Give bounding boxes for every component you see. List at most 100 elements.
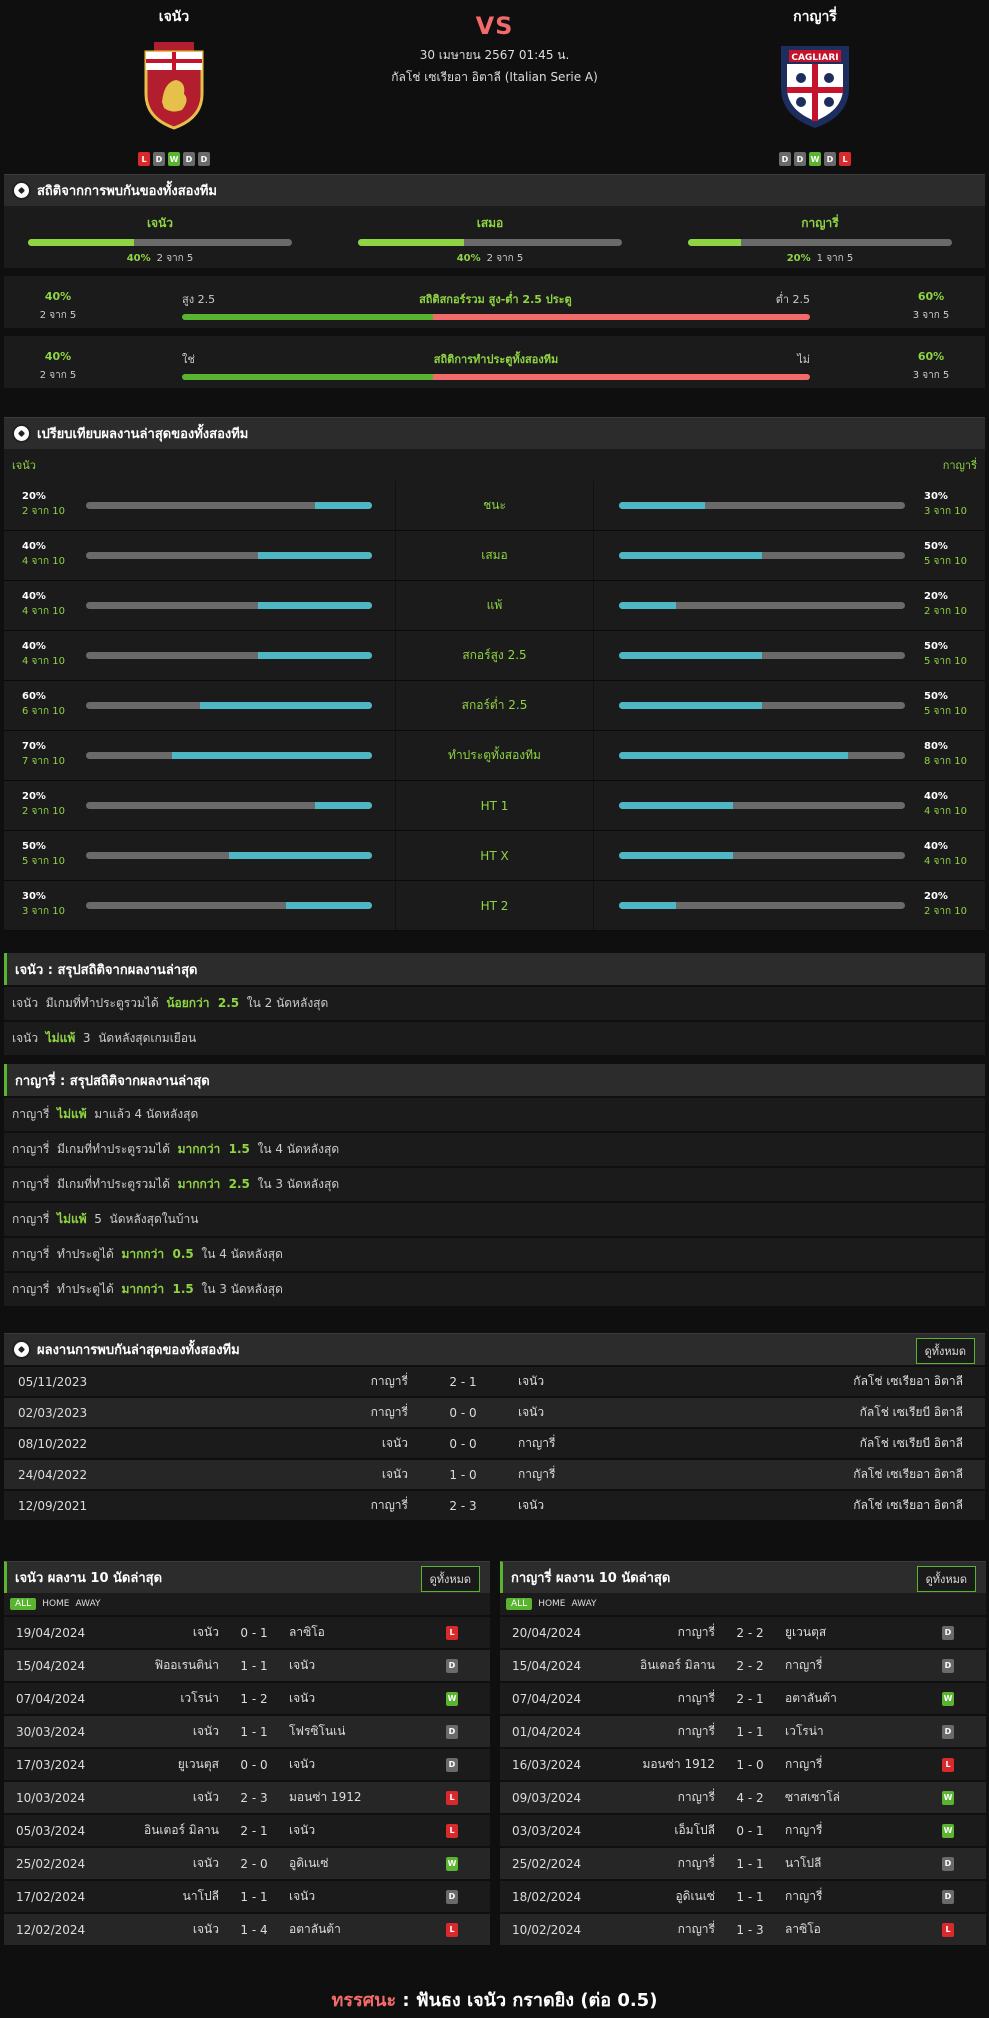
result-badge: W: [446, 1856, 458, 1871]
match-row[interactable]: 10/03/2024 เจนัว 2 - 3 มอนซ่า 1912 L: [4, 1780, 490, 1813]
match-home: เอ็มโปลี: [674, 1823, 715, 1837]
match-row[interactable]: 25/02/2024 เจนัว 2 - 0 อูดิเนเซ่ W: [4, 1846, 490, 1879]
match-away: ยูเวนตุส: [785, 1625, 827, 1639]
meeting-score: 2 - 3: [449, 1498, 477, 1513]
match-result: D: [437, 1889, 467, 1904]
compare-away-value: 50% 5 จาก 10: [924, 691, 967, 719]
meetings-view-all-button[interactable]: ดูทั้งหมด: [915, 1338, 975, 1364]
btts-right-pct: 60%: [917, 350, 945, 363]
match-row[interactable]: 10/02/2024 กาญารี่ 1 - 3 ลาซิโอ L: [500, 1912, 986, 1945]
away-last10-view-all-button[interactable]: ดูทั้งหมด: [916, 1566, 976, 1592]
meeting-row[interactable]: 12/09/2021 กาญารี่ 2 - 3 เจนัว กัลโช่ เซเรีย…: [4, 1489, 985, 1520]
meeting-row[interactable]: 02/03/2023 กาญารี่ 0 - 0 เจนัว กัลโช่ เซเรีย…: [4, 1396, 985, 1427]
match-score: 2 - 0: [240, 1856, 268, 1871]
summary-suffix: ใน 4 นัดหลังสุด: [249, 1142, 340, 1156]
match-row[interactable]: 12/02/2024 เจนัว 1 - 4 อตาลันต้า L: [4, 1912, 490, 1945]
compare-home-pct: 30%: [22, 891, 46, 902]
match-row[interactable]: 07/04/2024 เวโรน่า 1 - 2 เจนัว W: [4, 1681, 490, 1714]
match-score: 0 - 1: [240, 1625, 268, 1640]
match-date: 18/02/2024: [512, 1889, 582, 1904]
compare-away-pct: 20%: [924, 891, 948, 902]
match-away: อตาลันต้า: [289, 1922, 341, 1936]
match-away: เจนัว: [289, 1691, 316, 1705]
match-home: ยูเวนตุส: [177, 1757, 219, 1771]
meeting-row[interactable]: 24/04/2022 เจนัว 1 - 0 กาญารี่ กัลโช่ เซเรีย…: [4, 1458, 985, 1489]
match-row[interactable]: 07/04/2024 กาญารี่ 2 - 1 อตาลันต้า W: [500, 1681, 986, 1714]
away-team-name: กาญารี่: [793, 9, 837, 25]
filter-home[interactable]: HOME: [538, 1599, 566, 1609]
filter-all[interactable]: ALL: [10, 1598, 37, 1610]
meeting-home: กาญารี่: [370, 1374, 408, 1388]
summary-highlight: ไม่แพ้: [57, 1212, 87, 1226]
form-badge: D: [794, 152, 806, 166]
match-date: 12/02/2024: [16, 1922, 86, 1937]
summary-suffix: 5 นัดหลังสุดในบ้าน: [86, 1212, 199, 1226]
ou-left: 40% 2 จาก 5: [18, 290, 98, 323]
match-row[interactable]: 03/03/2024 เอ็มโปลี 0 - 1 กาญารี่ W: [500, 1813, 986, 1846]
match-row[interactable]: 30/03/2024 เจนัว 1 - 1 โฟรซิโนเน่ D: [4, 1714, 490, 1747]
match-row[interactable]: 15/04/2024 ฟิออเรนติน่า 1 - 1 เจนัว D: [4, 1648, 490, 1681]
verdict: ทรรศนะ : ฟันธง เจนัว กราดยิง (ต่อ 0.5): [0, 1985, 989, 2014]
compare-row: 40% 4 จาก 10 สกอร์สูง 2.5 50% 5 จาก 10: [4, 631, 985, 681]
match-row[interactable]: 20/04/2024 กาญารี่ 2 - 2 ยูเวนตุส D: [500, 1615, 986, 1648]
compare-home-value: 60% 6 จาก 10: [22, 691, 65, 719]
compare-home-side: 40% 4 จาก 10: [4, 631, 396, 680]
meeting-date: 08/10/2022: [18, 1436, 88, 1451]
away-last10-section: กาญารี่ ผลงาน 10 นัดล่าสุด ดูทั้งหมด ALL H…: [500, 1561, 986, 1945]
compare-away-bar: [618, 652, 905, 659]
match-row[interactable]: 19/04/2024 เจนัว 0 - 1 ลาซิโอ L: [4, 1615, 490, 1648]
result-badge: L: [446, 1823, 458, 1838]
compare-away-count: 3 จาก 10: [924, 506, 967, 517]
summary-prefix: เจนัว มีเกมที่ทำประตูรวมได้: [12, 996, 167, 1010]
summary-prefix: กาญารี่: [12, 1212, 58, 1226]
form-badge: D: [198, 152, 210, 166]
match-away: ลาซิโอ: [785, 1922, 821, 1936]
compare-home-count: 2 จาก 10: [22, 806, 65, 817]
match-row[interactable]: 16/03/2024 มอนซ่า 1912 1 - 0 กาญารี่ L: [500, 1747, 986, 1780]
match-score: 0 - 1: [736, 1823, 764, 1838]
match-row[interactable]: 15/04/2024 อินเตอร์ มิลาน 2 - 2 กาญารี่ D: [500, 1648, 986, 1681]
meeting-row[interactable]: 08/10/2022 เจนัว 0 - 0 กาญารี่ กัลโช่ เซเรีย…: [4, 1427, 985, 1458]
home-last10-view-all-button[interactable]: ดูทั้งหมด: [420, 1566, 480, 1592]
summary-suffix: มาแล้ว 4 นัดหลังสุด: [86, 1107, 199, 1121]
match-row[interactable]: 25/02/2024 กาญารี่ 1 - 1 นาโปลี D: [500, 1846, 986, 1879]
filter-home[interactable]: HOME: [42, 1599, 70, 1609]
form-badge: D: [153, 152, 165, 166]
match-row[interactable]: 05/03/2024 อินเตอร์ มิลาน 2 - 1 เจนัว L: [4, 1813, 490, 1846]
match-row[interactable]: 17/03/2024 ยูเวนตุส 0 - 0 เจนัว D: [4, 1747, 490, 1780]
meetings-rows: 05/11/2023 กาญารี่ 2 - 1 เจนัว กัลโช่ เซเรีย…: [4, 1365, 985, 1520]
match-score: 2 - 2: [736, 1625, 764, 1640]
match-home: กาญารี่: [677, 1922, 715, 1936]
h2h-col-count-text: 2 จาก 5: [486, 253, 524, 264]
home-summary-section: เจนัว : สรุปสถิติจากผลงานล่าสุด เจนัว มี…: [4, 953, 985, 1055]
match-date: 19/04/2024: [16, 1625, 86, 1640]
compare-row-label: HT 1: [396, 781, 593, 830]
compare-row: 50% 5 จาก 10 HT X 40% 4 จาก 10: [4, 831, 985, 881]
compare-home-pct: 40%: [22, 541, 46, 552]
match-row[interactable]: 09/03/2024 กาญารี่ 4 - 2 ซาสเซาโล่ W: [500, 1780, 986, 1813]
match-row[interactable]: 17/02/2024 นาโปลี 1 - 1 เจนัว D: [4, 1879, 490, 1912]
filter-all[interactable]: ALL: [506, 1598, 533, 1610]
compare-away-value: 50% 5 จาก 10: [924, 541, 967, 569]
match-away: กาญารี่: [785, 1658, 823, 1672]
meeting-away: เจนัว: [518, 1405, 545, 1419]
compare-away-value: 40% 4 จาก 10: [924, 791, 967, 819]
result-badge: L: [446, 1790, 458, 1805]
match-row[interactable]: 18/02/2024 อูดิเนเซ่ 1 - 1 กาญารี่ D: [500, 1879, 986, 1912]
compare-away-value: 20% 2 จาก 10: [924, 591, 967, 619]
away-last10-title: กาญารี่ ผลงาน 10 นัดล่าสุด: [511, 1571, 671, 1586]
match-result: D: [933, 1856, 963, 1871]
form-badge: W: [809, 152, 821, 166]
meeting-row[interactable]: 05/11/2023 กาญารี่ 2 - 1 เจนัว กัลโช่ เซเรีย…: [4, 1365, 985, 1396]
match-row[interactable]: 01/04/2024 กาญารี่ 1 - 1 เวโรน่า D: [500, 1714, 986, 1747]
compare-away-bar-fill: [618, 902, 676, 909]
compare-row-label: HT 2: [396, 881, 593, 930]
soccer-ball-icon: [12, 181, 31, 200]
filter-away[interactable]: AWAY: [571, 1599, 597, 1609]
h2h-col-count: 20% 1 จาก 5: [688, 251, 952, 266]
match-home: อูดิเนเซ่: [675, 1889, 715, 1903]
filter-away[interactable]: AWAY: [75, 1599, 101, 1609]
